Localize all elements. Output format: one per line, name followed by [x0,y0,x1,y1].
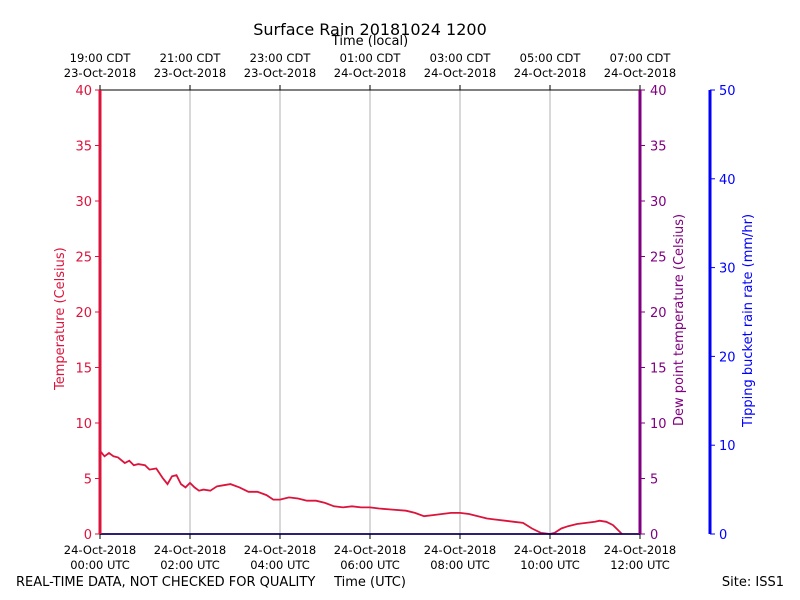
x-bottom-tick-time: 06:00 UTC [340,558,400,572]
y-far-right-tick-label: 40 [719,173,736,188]
x-bottom-tick-time: 04:00 UTC [250,558,310,572]
x-top-tick-date: 24-Oct-2018 [334,66,406,80]
x-bottom-tick-date: 24-Oct-2018 [604,543,676,557]
y-far-right-axis-label: Tipping bucket rain rate (mm/hr) [741,213,756,427]
y-left-tick-label: 10 [75,417,92,432]
temperature-series-line [99,450,623,535]
y-right-tick-label: 0 [650,528,658,543]
x-bottom-tick-date: 24-Oct-2018 [64,543,136,557]
y-left-tick-label: 5 [84,473,92,488]
y-left-tick-label: 20 [75,306,92,321]
top-axis-label: Time (local) [331,34,409,49]
y-left-tick-label: 15 [75,362,92,377]
y-right-tick-label: 30 [650,195,667,210]
x-top-tick-time: 05:00 CDT [520,51,582,65]
quality-disclaimer: REAL-TIME DATA, NOT CHECKED FOR QUALITY [16,575,316,590]
x-bottom-tick-date: 24-Oct-2018 [424,543,496,557]
y-right-tick-label: 25 [650,251,667,266]
x-top-tick-time: 07:00 CDT [610,51,672,65]
y-right-tick-label: 15 [650,362,667,377]
x-top-tick-time: 21:00 CDT [160,51,222,65]
site-label: Site: ISS1 [721,575,784,590]
y-right-tick-label: 20 [650,306,667,321]
ticks-layer: 0 5 10 15 20 25 30 35 40 0 5 10 15 20 25 30 35 40 0 10 20 30 4… [64,51,736,572]
y-left-tick-label: 35 [75,140,92,155]
y-right-axis-label: Dew point temperature (Celsius) [672,213,687,426]
y-left-axis-label: Temperature (Celsius) [53,247,68,390]
y-left-tick-label: 40 [75,84,92,99]
x-bottom-tick-time: 12:00 UTC [610,558,670,572]
y-right-tick-label: 5 [650,473,658,488]
y-far-right-tick-label: 10 [719,439,736,454]
x-top-tick-time: 03:00 CDT [430,51,492,65]
x-top-tick-time: 23:00 CDT [250,51,312,65]
x-top-tick-time: 01:00 CDT [340,51,402,65]
y-right-tick-label: 35 [650,140,667,155]
y-left-tick-label: 30 [75,195,92,210]
x-top-tick-date: 23-Oct-2018 [154,66,226,80]
x-bottom-tick-time: 00:00 UTC [70,558,130,572]
x-bottom-tick-date: 24-Oct-2018 [334,543,406,557]
y-far-right-tick-label: 0 [719,528,727,543]
x-bottom-tick-date: 24-Oct-2018 [154,543,226,557]
x-bottom-tick-time: 08:00 UTC [430,558,490,572]
x-bottom-tick-time: 02:00 UTC [160,558,220,572]
x-top-tick-date: 24-Oct-2018 [604,66,676,80]
y-right-tick-label: 10 [650,417,667,432]
x-top-tick-date: 24-Oct-2018 [424,66,496,80]
x-bottom-tick-date: 24-Oct-2018 [514,543,586,557]
x-top-tick-date: 24-Oct-2018 [514,66,586,80]
y-left-tick-label: 0 [84,528,92,543]
y-far-right-tick-label: 50 [719,84,736,99]
y-right-tick-label: 40 [650,84,667,99]
x-axis-label: Time (UTC) [334,575,406,590]
y-far-right-tick-label: 30 [719,262,736,277]
x-top-tick-date: 23-Oct-2018 [244,66,316,80]
x-top-tick-date: 23-Oct-2018 [64,66,136,80]
y-far-right-tick-label: 20 [719,350,736,365]
axes-layer [98,89,712,535]
x-top-tick-time: 19:00 CDT [70,51,132,65]
grid-layer [189,90,551,534]
y-left-tick-label: 25 [75,251,92,266]
x-bottom-tick-date: 24-Oct-2018 [244,543,316,557]
chart-title: Surface Rain 20181024 1200 [253,20,487,39]
x-bottom-tick-time: 10:00 UTC [520,558,580,572]
